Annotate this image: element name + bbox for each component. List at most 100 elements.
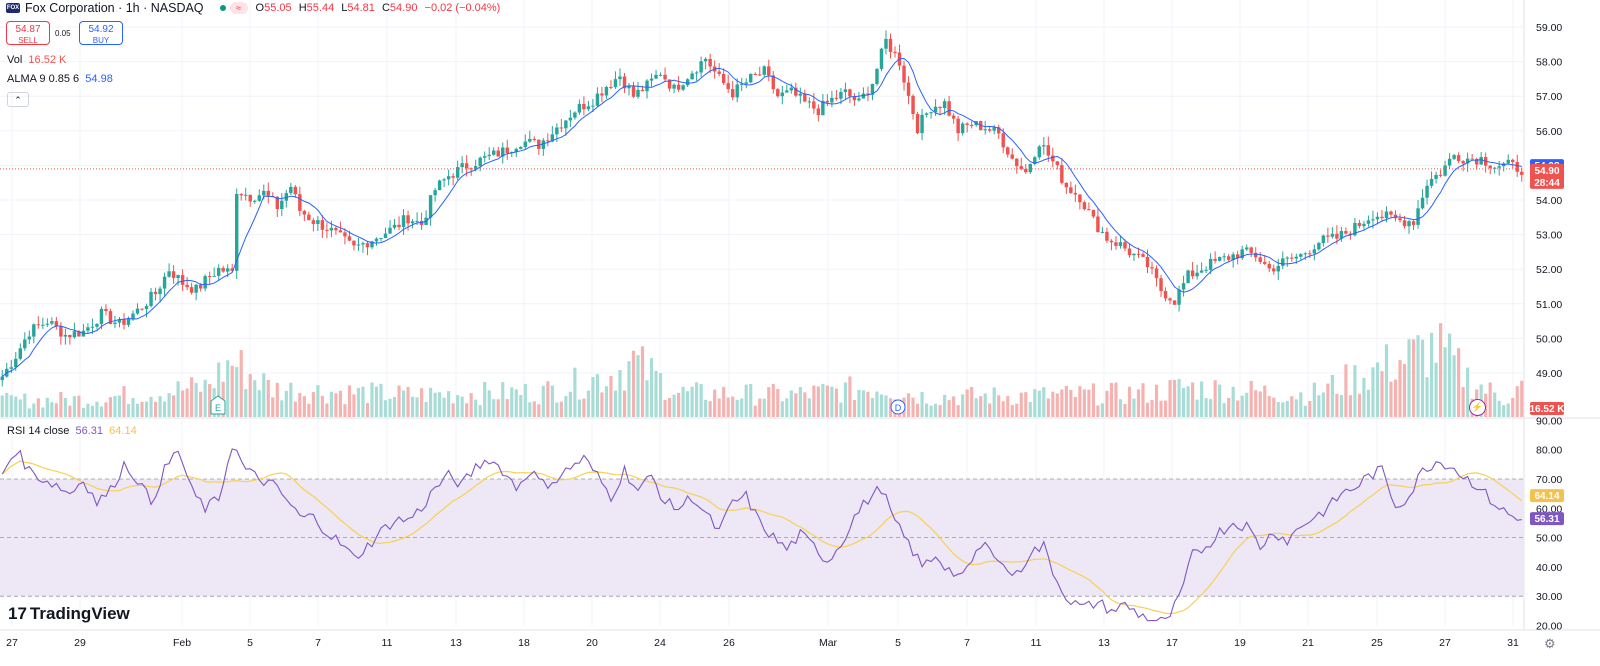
time-tick-label: 5	[247, 637, 253, 649]
volume-bar	[72, 396, 76, 417]
event-marker-label: D	[895, 403, 902, 413]
volume-bar	[735, 399, 739, 417]
volume-bar	[532, 401, 536, 417]
candle-body	[1344, 231, 1348, 234]
gear-icon[interactable]: ⚙	[1544, 636, 1556, 651]
volume-bar	[383, 400, 388, 417]
candle-body	[987, 129, 992, 131]
volume-bar	[1136, 389, 1141, 417]
buy-button[interactable]: 54.92 BUY	[79, 21, 123, 45]
volume-bar	[947, 400, 951, 417]
candle-body	[613, 79, 618, 88]
candle-body	[875, 68, 879, 84]
candle-body	[879, 48, 884, 69]
candle-body	[415, 220, 419, 222]
volume-bar	[1096, 405, 1100, 417]
volume-bar	[798, 387, 802, 417]
candle-body	[956, 118, 960, 134]
candle-body	[338, 230, 343, 233]
candle-body	[1335, 233, 1339, 239]
candle-body	[1465, 158, 1470, 164]
time-tick-label: 18	[518, 637, 530, 649]
symbol-header[interactable]: FOX Fox Corporation · 1h · NASDAQ ≈ O55.…	[6, 0, 504, 16]
volume-bar	[392, 396, 397, 417]
volume-bar	[523, 384, 527, 417]
candle-body	[893, 51, 897, 53]
candle-body	[794, 87, 798, 96]
volume-bar	[731, 396, 735, 417]
volume-legend[interactable]: Vol 16.52 K	[7, 54, 67, 66]
rsi-badge-bg	[1530, 512, 1564, 526]
candle-body	[478, 157, 482, 167]
price-tick-label: 51.00	[1536, 299, 1562, 311]
volume-bar	[465, 403, 469, 417]
volume-bar	[762, 398, 766, 417]
candle-body	[63, 334, 68, 337]
volume-bar	[1299, 392, 1303, 417]
lightning-icon[interactable]: ⚡	[1469, 399, 1486, 416]
candle-body	[1217, 257, 1222, 261]
dividend-marker	[890, 399, 906, 415]
candle-body	[1204, 269, 1208, 271]
candle-body	[374, 238, 379, 242]
volume-bar	[289, 382, 293, 417]
time-tick-label: 25	[1371, 637, 1383, 649]
candle-body	[564, 120, 568, 129]
candle-body	[126, 318, 131, 325]
volume-bar	[1294, 399, 1298, 417]
candle-body	[437, 180, 442, 191]
rsi-legend[interactable]: RSI 14 close 56.31 64.14	[7, 425, 137, 437]
rsi-ma-value: 64.14	[109, 425, 137, 437]
chevron-up-icon[interactable]: ⌃	[7, 92, 29, 107]
volume-bar	[1249, 380, 1253, 417]
volume-bar	[81, 407, 85, 417]
volume-bar	[338, 390, 342, 417]
candle-body	[568, 117, 573, 121]
candle-body	[9, 367, 13, 369]
candle-body	[573, 112, 577, 118]
candle-body	[1263, 261, 1267, 264]
volume-bar	[9, 395, 13, 417]
volume-bar	[1168, 380, 1172, 417]
candle-body	[834, 97, 839, 99]
candle-body	[1042, 145, 1046, 147]
volume-bar	[888, 398, 893, 417]
candle-body	[595, 93, 600, 106]
candle-body	[663, 74, 667, 80]
volume-bar	[1019, 392, 1023, 417]
volume-bar	[194, 382, 198, 417]
rsi-tick-label: 40.00	[1536, 562, 1562, 574]
time-tick-label: 24	[654, 637, 666, 649]
volume-bar	[1154, 384, 1159, 417]
candle-body	[906, 82, 911, 96]
compare-pill-icon[interactable]: ≈	[229, 2, 248, 14]
candle-body	[108, 311, 113, 324]
candle-body	[929, 112, 933, 114]
candle-body	[708, 58, 712, 67]
volume-badge: 16.52 K	[1529, 404, 1565, 415]
volume-bar	[830, 386, 834, 417]
candle-body	[1407, 221, 1411, 227]
sell-button[interactable]: 54.87 SELL	[6, 21, 50, 45]
candle-body	[1456, 155, 1461, 162]
symbol-title[interactable]: Fox Corporation · 1h · NASDAQ	[25, 1, 204, 15]
candle-body	[45, 323, 50, 325]
volume-bar	[1245, 392, 1249, 417]
alma-legend[interactable]: ALMA 9 0.85 6 54.98	[7, 73, 113, 85]
candle-body	[812, 101, 816, 109]
candle-body	[117, 319, 122, 323]
time-tick-label: Mar	[819, 637, 838, 649]
volume-bar	[1339, 395, 1343, 417]
volume-bar	[1506, 403, 1510, 417]
candle-body	[911, 95, 915, 115]
volume-bar	[492, 399, 496, 417]
rsi-ma-badge-bg	[1530, 489, 1564, 503]
tradingview-logo[interactable]: 17 TradingView	[8, 604, 130, 623]
candle-body	[933, 106, 938, 113]
volume-bar	[153, 401, 158, 417]
rsi-tick-label: 50.00	[1536, 533, 1562, 545]
candle-body	[99, 308, 104, 324]
candle-body	[1015, 158, 1019, 167]
